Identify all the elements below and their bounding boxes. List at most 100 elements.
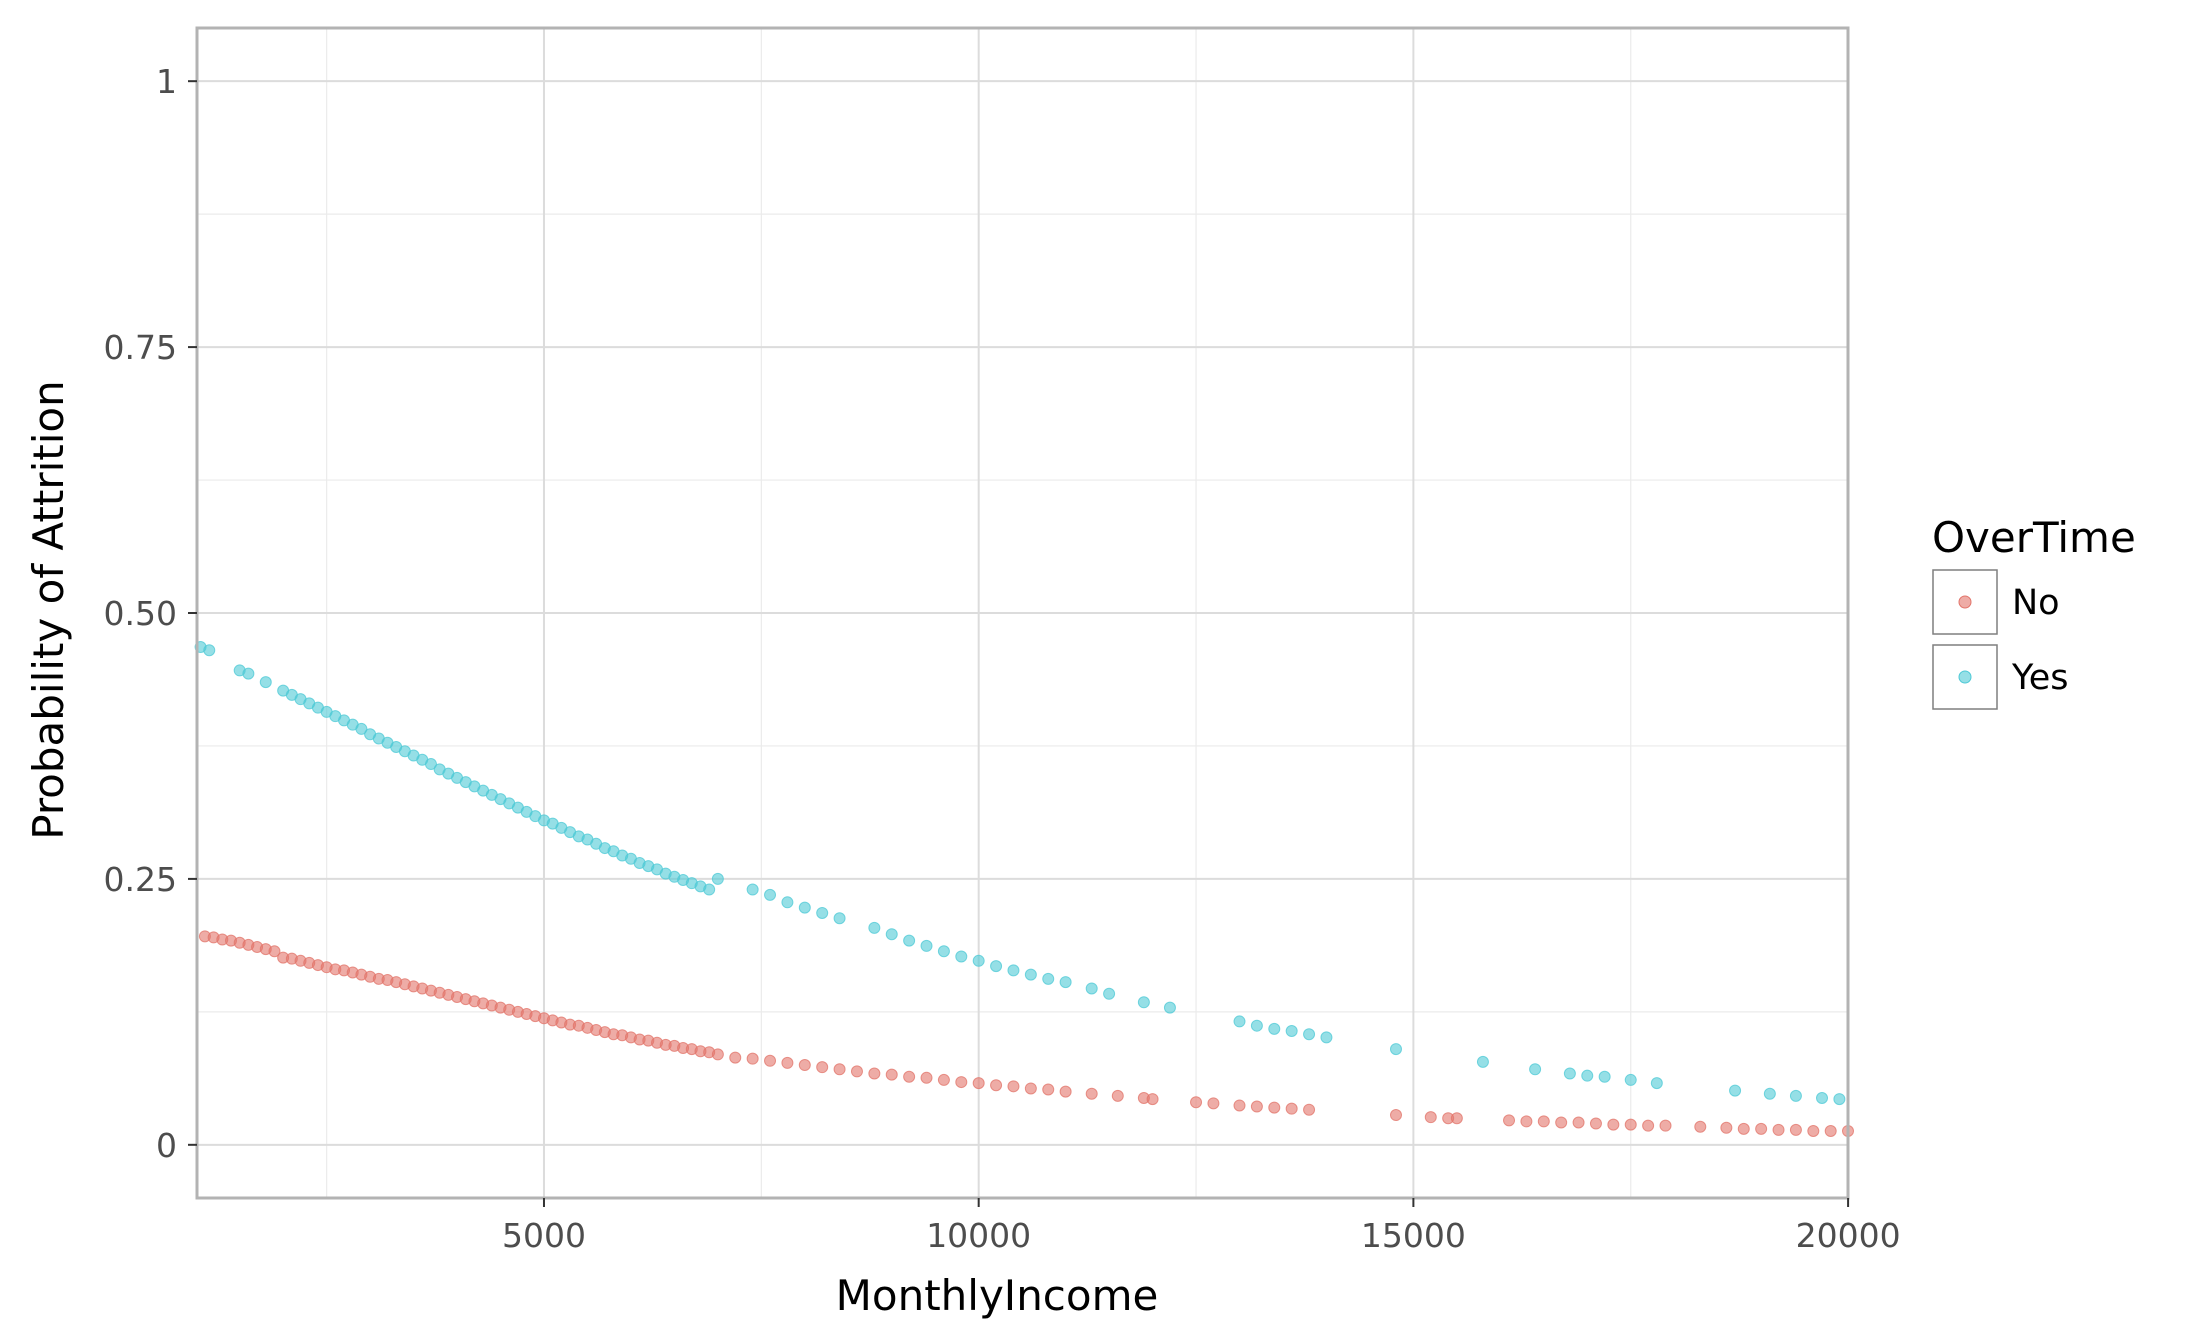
legend-swatch-yes [1958,670,1972,684]
data-point-yes [1763,1087,1776,1100]
data-point-yes [885,928,898,941]
x-tick-label: 10000 [926,1216,1031,1255]
data-point-no [955,1076,968,1089]
data-point-no [920,1071,933,1084]
data-point-yes [903,934,916,947]
y-tick-label: 0.25 [104,860,177,899]
data-point-yes [1042,972,1055,985]
data-point-no [268,945,281,958]
data-point-no [1042,1083,1055,1096]
data-point-no [1824,1124,1837,1137]
data-point-no [729,1051,742,1064]
data-point-no [885,1068,898,1081]
x-tick-label: 20000 [1796,1216,1901,1255]
data-point-yes [1085,982,1098,995]
data-point-no [1146,1093,1159,1106]
data-point-yes [1024,968,1037,981]
x-tick-label: 5000 [502,1216,586,1255]
data-point-yes [1789,1089,1802,1102]
y-tick-label: 1 [156,62,177,101]
data-point-yes [1268,1022,1281,1035]
data-point-yes [1103,987,1116,1000]
data-point-no [1389,1109,1402,1122]
data-point-yes [1833,1093,1846,1106]
data-point-yes [1729,1084,1742,1097]
data-point-no [1737,1122,1750,1135]
data-point-no [1111,1089,1124,1102]
data-point-yes [703,883,716,896]
data-point-yes [424,758,437,771]
data-point-yes [833,912,846,925]
plot-panel [194,26,1854,1200]
data-point-no [1589,1117,1602,1130]
data-point-no [816,1061,829,1074]
data-point-no [1537,1115,1550,1128]
data-point-no [1268,1101,1281,1114]
data-point-yes [1137,996,1150,1009]
data-point-no [1285,1102,1298,1115]
data-point-yes [1250,1019,1263,1032]
data-point-no [868,1067,881,1080]
data-point-yes [868,921,881,934]
data-point-yes [259,676,272,689]
data-point-no [1024,1082,1037,1095]
data-point-no [1720,1121,1733,1134]
data-point-yes [1163,1001,1176,1014]
data-point-no [1303,1103,1316,1116]
x-axis-title: MonthlyIncome [836,1271,1159,1320]
y-tick-label: 0.75 [104,328,177,367]
data-point-yes [746,883,759,896]
data-point-no [1659,1119,1672,1132]
data-point-yes [203,644,216,657]
y-tick-label: 0.50 [104,594,177,633]
legend-item-yes: Yes [1932,644,2069,710]
data-point-yes [1598,1070,1611,1083]
data-point-no [937,1073,950,1086]
data-point-yes [1389,1043,1402,1056]
data-point-yes [1650,1077,1663,1090]
data-point-no [1233,1099,1246,1112]
data-point-yes [972,954,985,967]
data-point-no [1503,1114,1516,1127]
data-point-no [1555,1116,1568,1129]
data-point-yes [1816,1092,1829,1105]
data-point-no [990,1079,1003,1092]
data-point-no [1624,1118,1637,1131]
x-axis: 5000 10000 15000 20000 [502,1198,1901,1255]
data-point-no [1450,1112,1463,1125]
x-tick-label: 15000 [1361,1216,1466,1255]
data-point-yes [1320,1031,1333,1044]
data-point-yes [1059,976,1072,989]
data-point-yes [764,888,777,901]
data-point-yes [1563,1067,1576,1080]
y-axis: 0 0.25 0.50 0.75 1 [104,62,197,1165]
data-point-no [1207,1097,1220,1110]
data-point-yes [1581,1069,1594,1082]
data-point-yes [355,722,368,735]
data-point-no [1755,1122,1768,1135]
y-tick-label: 0 [156,1126,177,1165]
data-point-no [1607,1118,1620,1131]
data-point-yes [1529,1063,1542,1076]
data-point-no [1520,1115,1533,1128]
data-point-no [903,1070,916,1083]
data-point-yes [1476,1055,1489,1068]
legend-swatch-no [1958,595,1972,609]
data-point-no [1007,1080,1020,1093]
data-point-no [711,1048,724,1061]
data-point-no [1807,1124,1820,1137]
data-point-no [781,1056,794,1069]
data-point-yes [1233,1015,1246,1028]
data-point-yes [955,950,968,963]
series-layer [194,641,1854,1137]
legend-label-no: No [2012,583,2060,623]
data-point-yes [1303,1028,1316,1041]
y-axis-title: Probability of Attrition [24,380,73,840]
data-point-yes [920,939,933,952]
data-point-yes [1285,1025,1298,1038]
data-point-no [764,1054,777,1067]
data-point-yes [781,896,794,909]
legend-title: OverTime [1932,513,2136,562]
data-point-yes [242,667,255,680]
